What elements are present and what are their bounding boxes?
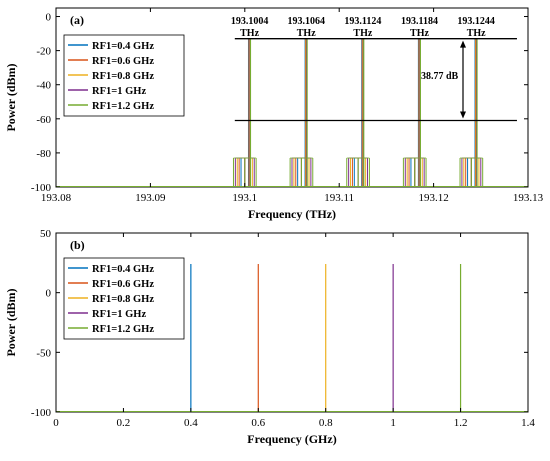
difference-label-a: 38.77 dB	[421, 71, 459, 82]
y-tick-label: -20	[36, 46, 51, 58]
y-tick-label: -100	[31, 182, 52, 194]
legend-label: RF1=0.6 GHz	[92, 56, 154, 67]
x-tick-label: 1	[390, 417, 396, 429]
peak-label-frequency: 193.1184	[401, 16, 438, 27]
y-tick-label: 0	[46, 12, 52, 24]
x-tick-label: 0.8	[319, 417, 333, 429]
y-axis-title-a: Power (dBm)	[4, 63, 18, 131]
x-tick-label: 193.08	[41, 192, 72, 204]
y-ticks-a: 0 -20 -40 -60 -80 -100	[31, 12, 528, 194]
peak-label-unit: THz	[410, 28, 429, 39]
legend-label: RF1=0.4 GHz	[92, 264, 154, 275]
x-ticks-b: 0 0.2 0.4 0.6 0.8 1 1.2 1.4	[53, 233, 535, 429]
legend-label: RF1=0.8 GHz	[92, 294, 154, 305]
chart-panel-a: 193.08 193.09 193.1 193.11 193.12 193.13 0 -20…	[4, 7, 544, 221]
legend-label: RF1=0.6 GHz	[92, 279, 154, 290]
legend-label: RF1=1 GHz	[92, 86, 146, 97]
legend-b: RF1=0.4 GHz RF1=0.6 GHz RF1=0.8 GHz RF1=1 G…	[63, 257, 185, 340]
y-tick-label: -50	[36, 347, 51, 359]
legend-label: RF1=0.4 GHz	[92, 41, 154, 52]
peak-label-unit: THz	[353, 28, 372, 39]
panel-label-a: (a)	[70, 13, 84, 27]
y-tick-label: -40	[36, 80, 51, 92]
peak-label-frequency: 193.1244	[457, 16, 495, 27]
series-group-a	[56, 38, 528, 187]
legend-label: RF1=1 GHz	[92, 309, 146, 320]
series-a-5	[56, 38, 528, 187]
series-group-b	[56, 264, 528, 412]
peak-label-frequency: 193.1004	[231, 16, 269, 27]
x-tick-label: 193.09	[135, 192, 166, 204]
y-tick-label: 50	[40, 228, 52, 240]
y-tick-label: 0	[46, 288, 52, 300]
y-tick-label: -100	[31, 407, 52, 419]
legend-label: RF1=0.8 GHz	[92, 71, 154, 82]
arrow-head-down	[460, 111, 466, 119]
x-tick-label: 0.2	[117, 417, 131, 429]
peak-labels-a: 193.1004THz193.1064THz193.1124THz193.118…	[231, 16, 495, 39]
reference-lines-a	[234, 38, 517, 122]
chart-panel-b: 0 0.2 0.4 0.6 0.8 1 1.2 1.4 50 0 -50 -100 (b) Freq…	[4, 228, 535, 446]
x-tick-label: 193.1	[232, 192, 257, 204]
x-tick-label: 193.12	[418, 192, 448, 204]
series-b-5	[56, 264, 528, 412]
x-tick-label: 193.11	[324, 192, 354, 204]
legend-a: RF1=0.4 GHz RF1=0.6 GHz RF1=0.8 GHz RF1=1 G…	[63, 34, 185, 117]
arrow-head-up	[460, 40, 466, 48]
y-tick-label: -60	[36, 114, 51, 126]
x-tick-label: 193.13	[513, 192, 544, 204]
panel-label-b: (b)	[70, 238, 85, 252]
x-ticks-a: 193.08 193.09 193.1 193.11 193.12 193.13	[41, 8, 544, 204]
legend-label: RF1=1.2 GHz	[92, 101, 154, 112]
peak-label-frequency: 193.1124	[344, 16, 381, 27]
x-tick-label: 1.4	[521, 417, 535, 429]
x-tick-label: 0.6	[251, 417, 265, 429]
x-axis-title-a: Frequency (THz)	[248, 207, 336, 221]
x-tick-label: 1.2	[454, 417, 468, 429]
legend-label: RF1=1.2 GHz	[92, 324, 154, 335]
y-ticks-b: 50 0 -50 -100	[31, 228, 528, 419]
peak-label-unit: THz	[467, 28, 486, 39]
x-tick-label: 0	[53, 417, 59, 429]
peak-label-unit: THz	[240, 28, 259, 39]
y-tick-label: -80	[36, 148, 51, 160]
y-axis-title-b: Power (dBm)	[4, 288, 18, 356]
x-tick-label: 0.4	[184, 417, 198, 429]
peak-label-unit: THz	[297, 28, 316, 39]
x-axis-title-b: Frequency (GHz)	[247, 432, 336, 446]
peak-label-frequency: 193.1064	[287, 16, 325, 27]
